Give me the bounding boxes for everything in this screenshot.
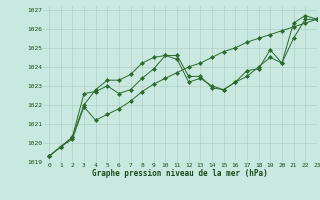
X-axis label: Graphe pression niveau de la mer (hPa): Graphe pression niveau de la mer (hPa): [92, 169, 268, 178]
